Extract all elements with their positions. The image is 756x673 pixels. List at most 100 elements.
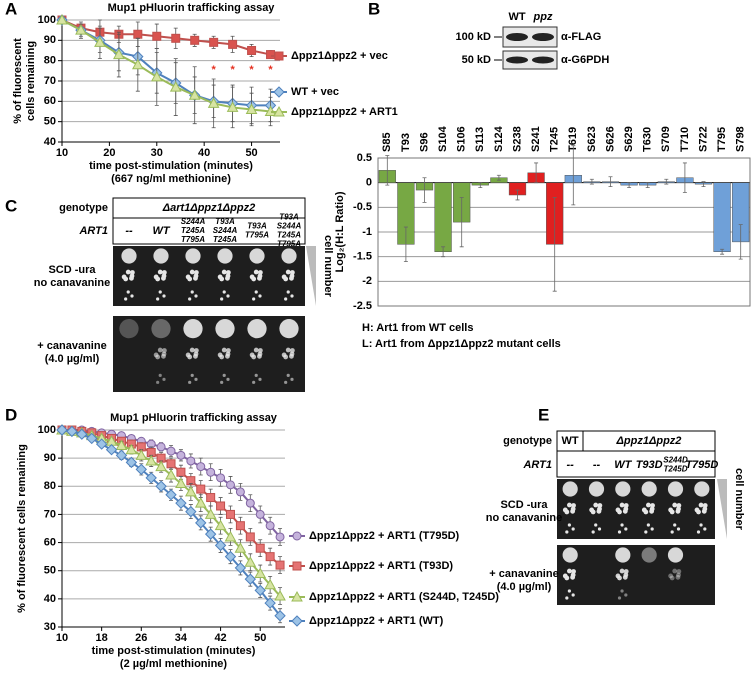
error-bar — [385, 155, 390, 186]
error-bar — [645, 182, 650, 188]
y-tick-label: 70 — [44, 508, 56, 520]
condition-label: + canavanine — [489, 568, 558, 580]
y-tick-label: 70 — [44, 75, 56, 87]
colony — [597, 527, 602, 531]
legend-label: Δppz1Δppz2 + vec — [291, 50, 388, 62]
marker — [226, 101, 239, 112]
y-tick-label: -2.5 — [353, 300, 372, 312]
colony — [290, 377, 294, 381]
colony — [676, 572, 681, 578]
colony — [565, 596, 569, 600]
marker — [165, 489, 177, 501]
colony — [670, 530, 674, 534]
lane-label: T245A — [277, 231, 301, 240]
lane-label: WT — [614, 459, 632, 471]
error-bar — [441, 246, 446, 258]
marker — [95, 438, 108, 450]
marker — [206, 493, 216, 503]
colony — [673, 523, 677, 527]
colony — [562, 547, 578, 563]
blot-band — [532, 33, 554, 41]
condition-label: (4.0 µg/ml) — [497, 581, 552, 593]
colony — [247, 319, 267, 339]
marker — [204, 528, 217, 540]
colony — [153, 352, 159, 358]
y-tick-label: 50 — [44, 116, 56, 128]
gene-label: ART1 — [522, 459, 552, 471]
marker — [214, 539, 227, 552]
marker — [224, 550, 237, 563]
marker — [235, 521, 245, 531]
series-line — [61, 19, 271, 107]
colony — [623, 569, 629, 574]
x-tick-label: S722 — [697, 126, 709, 152]
marker — [150, 70, 163, 82]
lane-label: T93A — [215, 217, 235, 226]
colony — [644, 530, 648, 534]
colony — [650, 527, 654, 531]
chart-title: Mup1 pHluorin trafficking assay — [108, 2, 276, 14]
panel-letter: C — [5, 196, 17, 215]
marker — [234, 542, 247, 553]
colony — [667, 547, 684, 563]
series-line — [61, 19, 271, 113]
colony — [125, 269, 131, 275]
marker — [115, 449, 128, 462]
y-tick-label: 0 — [366, 177, 372, 189]
marker — [185, 505, 197, 518]
y-tick-label: 50 — [44, 565, 56, 577]
y-tick-label: 40 — [44, 593, 56, 605]
colony — [157, 269, 163, 275]
lane-label: T795A — [245, 231, 269, 240]
y-tick-label: 60 — [44, 95, 56, 107]
colony — [252, 297, 256, 301]
colony — [675, 508, 681, 514]
colony — [571, 503, 576, 508]
colony — [571, 569, 576, 574]
x-tick-label: S113 — [474, 127, 486, 152]
x-tick-label: S241 — [530, 126, 542, 152]
y-tick-label: 0.5 — [357, 152, 372, 164]
marker — [125, 443, 138, 455]
colony — [567, 589, 571, 593]
colony — [158, 290, 162, 294]
plate — [113, 316, 305, 392]
x-tick-label: S626 — [604, 126, 616, 152]
colony — [698, 502, 704, 508]
colony — [253, 347, 259, 353]
colony — [157, 347, 163, 353]
plot-frame — [377, 157, 751, 307]
colony — [286, 373, 290, 377]
lane-label: T795A — [277, 240, 301, 249]
lane-label: WT — [152, 225, 170, 237]
error-bar — [627, 182, 632, 188]
marker — [190, 35, 200, 45]
note: L: Art1 from Δppz1Δppz2 mutant cells — [362, 338, 561, 350]
colony — [694, 481, 710, 497]
blot-frame — [502, 50, 558, 70]
colony — [285, 347, 291, 353]
y-tick-label: 80 — [44, 55, 56, 67]
lane-label: S244A — [213, 226, 238, 235]
colony — [620, 523, 624, 527]
error-bar — [459, 197, 464, 248]
colony — [185, 248, 201, 264]
colony — [258, 377, 262, 381]
blot: WT ppz 100 kD 50 kD α-FLAG α-G6PDH — [456, 11, 609, 70]
lane-label: -- — [567, 459, 575, 471]
plate — [557, 545, 715, 605]
colony — [249, 352, 255, 358]
condition-label: no canavanine — [486, 512, 562, 524]
colony — [226, 294, 230, 298]
marker — [196, 484, 206, 494]
colony — [121, 248, 137, 264]
x-tick-label: 40 — [198, 147, 210, 159]
significance-mark: * — [268, 64, 273, 76]
marker — [56, 13, 68, 25]
condition-label: + canavanine — [37, 340, 106, 352]
x-axis-label: time post-stimulation (minutes) — [92, 645, 256, 657]
colony — [694, 507, 700, 513]
marker — [113, 48, 125, 60]
colony — [562, 481, 578, 497]
legend-label: WT + vec — [291, 86, 339, 98]
